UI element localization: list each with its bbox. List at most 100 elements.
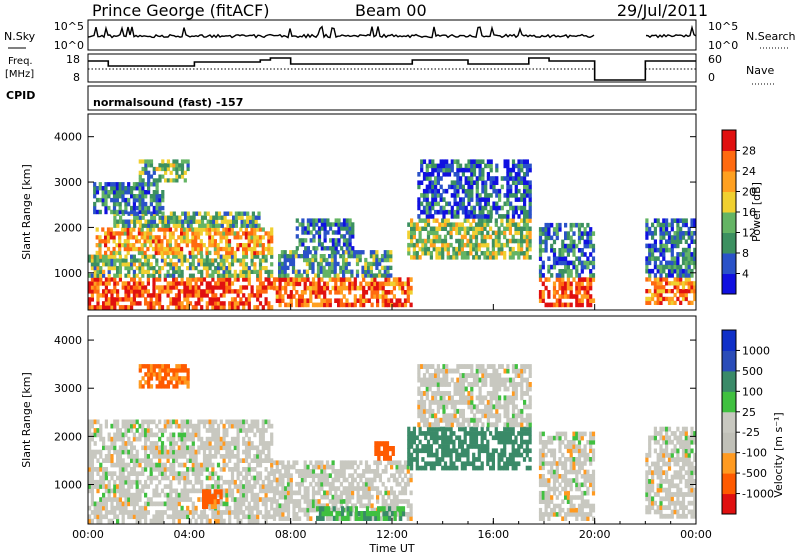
- velocity-cell: [368, 499, 371, 504]
- power-cell: [93, 190, 96, 194]
- power-cell: [401, 303, 404, 308]
- power-cell: [671, 223, 674, 228]
- velocity-cell: [209, 476, 212, 481]
- power-cell: [674, 244, 677, 249]
- velocity-cell: [147, 424, 150, 429]
- velocity-cell: [248, 467, 251, 472]
- power-cell: [350, 254, 353, 258]
- power-cell: [178, 297, 181, 301]
- power-cell: [570, 244, 573, 249]
- velocity-cell: [192, 441, 195, 446]
- velocity-cell: [99, 463, 102, 468]
- power-cell: [526, 227, 529, 232]
- velocity-cell: [150, 441, 153, 446]
- power-cell: [584, 277, 587, 282]
- power-cell: [91, 255, 94, 259]
- velocity-cell: [329, 499, 332, 504]
- velocity-cell: [127, 497, 130, 502]
- power-cell: [498, 193, 501, 198]
- power-cell: [245, 235, 248, 239]
- velocity-cell: [133, 514, 136, 519]
- power-cell: [102, 190, 105, 194]
- power-cell: [495, 243, 498, 248]
- velocity-cell: [136, 454, 139, 459]
- velocity-cell: [186, 489, 189, 494]
- power-cell: [426, 202, 429, 207]
- velocity-cell: [386, 456, 389, 461]
- power-cell: [378, 262, 381, 266]
- power-cell: [461, 247, 464, 252]
- power-cell: [192, 262, 195, 266]
- power-cell: [124, 198, 127, 202]
- velocity-cell: [304, 460, 307, 465]
- velocity-cell: [306, 508, 309, 513]
- velocity-cell: [155, 441, 158, 446]
- power-cell: [147, 262, 150, 266]
- power-cell: [172, 297, 175, 301]
- power-cell: [169, 274, 172, 278]
- power-cell: [688, 235, 691, 240]
- power-cell: [147, 178, 150, 182]
- velocity-cell: [410, 453, 413, 458]
- power-cell: [228, 266, 231, 270]
- power-cell: [113, 289, 116, 293]
- velocity-cell: [197, 480, 200, 485]
- power-cell: [228, 231, 231, 235]
- power-cell: [337, 242, 340, 246]
- velocity-cell: [186, 480, 189, 485]
- power-cell: [175, 297, 178, 301]
- power-cell: [181, 270, 184, 274]
- velocity-cell: [376, 465, 379, 470]
- power-cell: [153, 182, 156, 186]
- power-cell: [645, 289, 648, 293]
- velocity-cell: [262, 441, 265, 446]
- power-cell: [158, 167, 161, 171]
- power-cell: [169, 258, 172, 262]
- velocity-cell: [262, 450, 265, 455]
- power-cell: [685, 231, 688, 236]
- power-cell: [464, 255, 467, 260]
- power-cell: [241, 220, 244, 224]
- power-cell: [578, 303, 581, 308]
- power-cell: [113, 239, 116, 243]
- velocity-cell: [267, 480, 270, 485]
- power-cell: [256, 251, 259, 255]
- velocity-cell: [351, 465, 354, 470]
- power-cell: [189, 227, 192, 231]
- power-cell: [228, 251, 231, 255]
- power-cell: [96, 305, 99, 309]
- power-cell: [187, 159, 190, 163]
- power-cell: [434, 193, 437, 198]
- velocity-cell: [396, 495, 399, 500]
- velocity-cell: [444, 466, 447, 471]
- velocity-cell: [318, 491, 321, 496]
- velocity-cell: [237, 463, 240, 468]
- velocity-cell: [441, 448, 444, 453]
- velocity-cell: [141, 471, 144, 476]
- power-cell: [586, 303, 589, 308]
- velocity-cell: [175, 384, 178, 388]
- power-cell: [281, 266, 284, 270]
- velocity-cell: [96, 510, 99, 515]
- velocity-cell: [110, 471, 113, 476]
- power-cell: [648, 261, 651, 266]
- power-cell: [476, 202, 479, 207]
- power-cell: [509, 239, 512, 244]
- power-cell: [529, 206, 532, 211]
- power-cell: [476, 193, 479, 198]
- power-cell: [127, 239, 130, 243]
- power-cell: [243, 220, 246, 224]
- power-cell: [517, 180, 520, 185]
- power-cell: [175, 262, 178, 266]
- velocity-cell: [105, 502, 108, 507]
- velocity-cell: [184, 368, 187, 372]
- power-cell: [318, 303, 321, 308]
- velocity-cell: [374, 451, 377, 456]
- velocity-cell: [242, 493, 245, 498]
- velocity-cell: [94, 441, 97, 446]
- velocity-cell: [138, 458, 141, 463]
- power-cell: [155, 247, 158, 251]
- velocity-cell: [334, 478, 337, 483]
- velocity-cell: [270, 471, 273, 476]
- power-cell: [110, 258, 113, 262]
